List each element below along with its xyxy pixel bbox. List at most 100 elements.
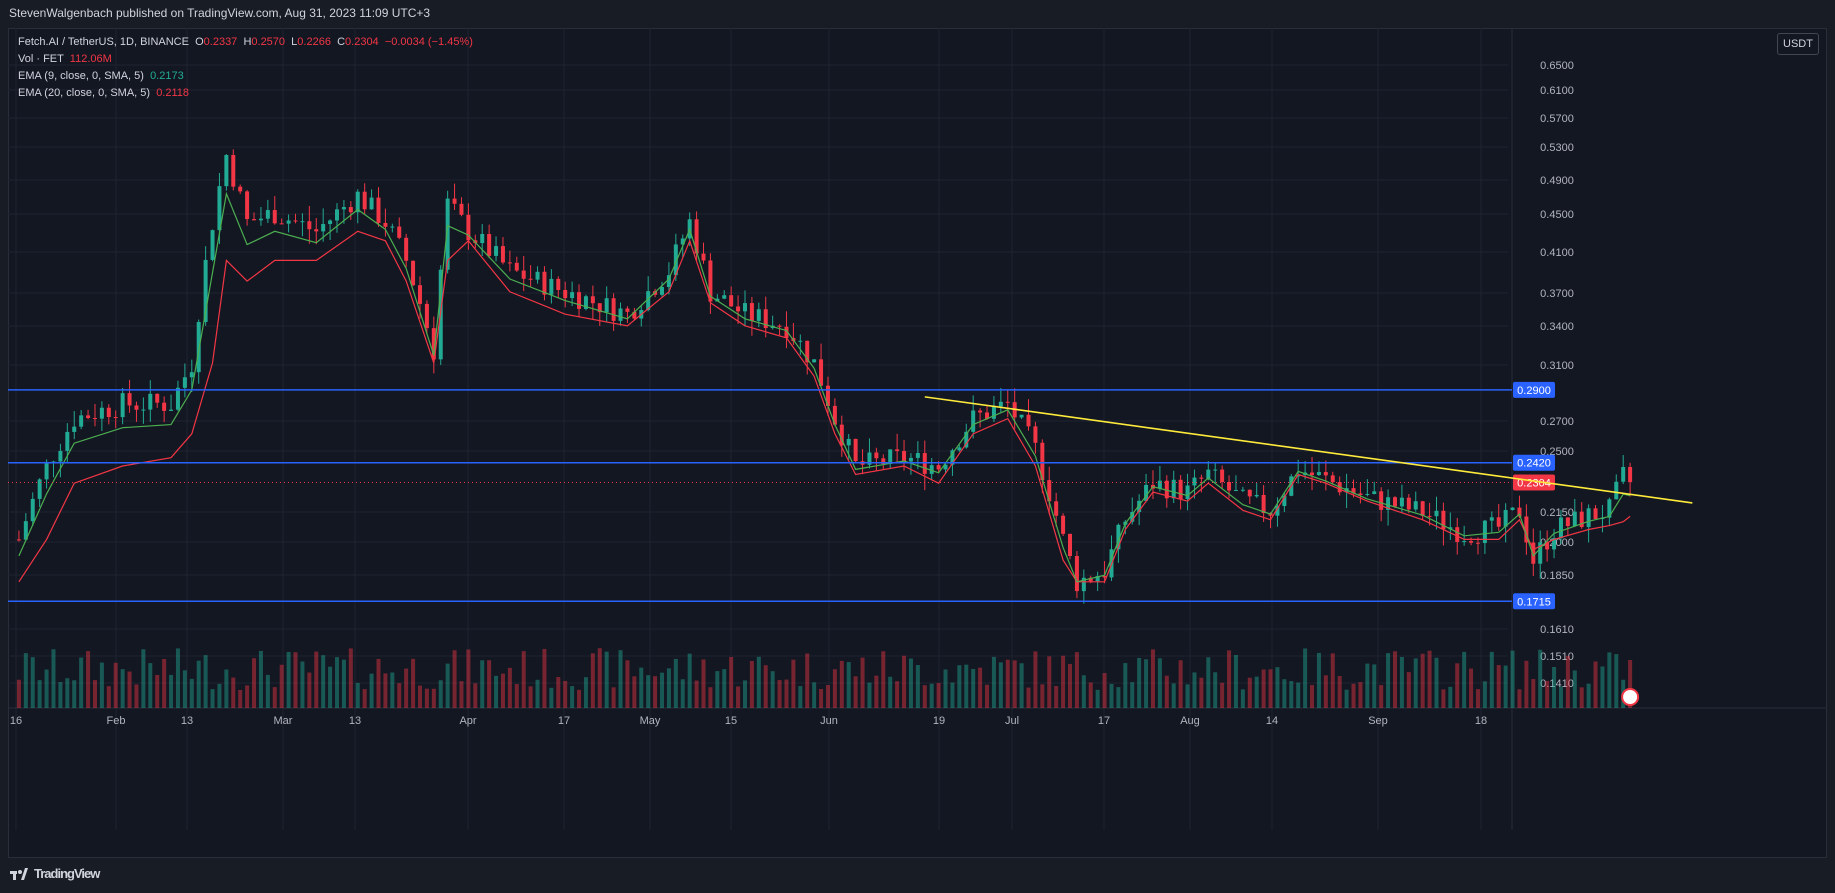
candle-body[interactable] xyxy=(839,424,844,446)
candle-body[interactable] xyxy=(583,296,588,309)
candle-body[interactable] xyxy=(390,226,395,228)
candle-body[interactable] xyxy=(1393,497,1397,507)
candle-body[interactable] xyxy=(445,198,450,270)
candle-body[interactable] xyxy=(383,222,388,227)
candle-body[interactable] xyxy=(79,415,84,427)
candle-body[interactable] xyxy=(1282,495,1287,507)
candle-body[interactable] xyxy=(376,197,381,223)
candle-body[interactable] xyxy=(1413,501,1418,510)
candle-body[interactable] xyxy=(1572,511,1577,527)
candle-body[interactable] xyxy=(563,289,568,299)
candle-body[interactable] xyxy=(978,410,983,413)
candle-body[interactable] xyxy=(92,417,97,419)
descending-trendline[interactable] xyxy=(924,396,1693,504)
candle-body[interactable] xyxy=(784,326,789,339)
candle-body[interactable] xyxy=(224,154,229,187)
candle-body[interactable] xyxy=(570,292,575,299)
candle-body[interactable] xyxy=(1157,480,1162,489)
candle-body[interactable] xyxy=(1047,480,1052,502)
candle-body[interactable] xyxy=(1420,501,1425,516)
candle-body[interactable] xyxy=(971,410,976,432)
candle-body[interactable] xyxy=(1199,477,1204,479)
candle-body[interactable] xyxy=(777,325,782,327)
candle-body[interactable] xyxy=(521,270,526,279)
candle-body[interactable] xyxy=(998,401,1003,407)
candle-body[interactable] xyxy=(1185,485,1190,500)
candle-body[interactable] xyxy=(245,191,250,220)
candle-body[interactable] xyxy=(895,449,900,452)
candle-body[interactable] xyxy=(369,197,374,210)
candle-body[interactable] xyxy=(832,405,837,425)
candle-body[interactable] xyxy=(162,402,167,411)
candle-body[interactable] xyxy=(825,385,830,406)
candle-body[interactable] xyxy=(888,449,893,464)
candle-body[interactable] xyxy=(1621,466,1626,482)
candle-body[interactable] xyxy=(431,328,436,360)
candle-body[interactable] xyxy=(985,412,990,419)
candle-body[interactable] xyxy=(646,291,651,310)
candle-body[interactable] xyxy=(1482,520,1487,544)
candle-body[interactable] xyxy=(507,262,512,264)
candle-body[interactable] xyxy=(680,238,685,245)
candle-body[interactable] xyxy=(1427,515,1432,517)
candle-body[interactable] xyxy=(867,452,872,465)
candle-body[interactable] xyxy=(819,359,824,386)
candle-body[interactable] xyxy=(252,219,257,221)
candle-body[interactable] xyxy=(1524,516,1529,543)
candle-body[interactable] xyxy=(1593,508,1598,520)
candle-body[interactable] xyxy=(1074,556,1079,592)
candle-body[interactable] xyxy=(487,233,492,256)
candle-body[interactable] xyxy=(1192,477,1197,486)
candle-body[interactable] xyxy=(542,271,547,295)
candle-body[interactable] xyxy=(1040,442,1045,481)
candle-body[interactable] xyxy=(106,407,111,418)
candle-body[interactable] xyxy=(1144,484,1149,501)
candle-body[interactable] xyxy=(65,431,70,451)
candle-body[interactable] xyxy=(902,451,907,462)
candle-body[interactable] xyxy=(694,219,699,254)
candle-body[interactable] xyxy=(666,275,671,288)
candle-body[interactable] xyxy=(1441,510,1446,530)
candle-body[interactable] xyxy=(749,303,754,321)
candle-body[interactable] xyxy=(113,417,118,419)
candle-body[interactable] xyxy=(590,296,595,304)
candle-body[interactable] xyxy=(929,465,934,474)
candle-body[interactable] xyxy=(1496,517,1501,527)
legend-volume-label[interactable]: Vol · FET xyxy=(18,53,64,65)
candle-body[interactable] xyxy=(915,453,920,458)
candle-body[interactable] xyxy=(1531,542,1536,564)
candle-body[interactable] xyxy=(23,521,28,540)
candle-body[interactable] xyxy=(155,393,160,403)
candle-body[interactable] xyxy=(1358,493,1363,495)
candle-body[interactable] xyxy=(1178,479,1183,500)
candle-body[interactable] xyxy=(1565,517,1570,527)
candle-body[interactable] xyxy=(480,233,485,244)
candle-body[interactable] xyxy=(798,340,803,342)
candle-body[interactable] xyxy=(618,308,623,321)
candle-body[interactable] xyxy=(1164,480,1169,499)
candle-body[interactable] xyxy=(37,479,42,499)
candle-body[interactable] xyxy=(673,244,678,276)
candle-body[interactable] xyxy=(708,260,713,302)
candle-body[interactable] xyxy=(936,465,941,470)
candle-body[interactable] xyxy=(1545,542,1550,550)
candle-body[interactable] xyxy=(203,259,208,323)
candle-body[interactable] xyxy=(1116,524,1121,550)
candle-body[interactable] xyxy=(1628,466,1633,483)
candle-body[interactable] xyxy=(397,226,402,238)
candle-body[interactable] xyxy=(1372,491,1377,494)
candle-body[interactable] xyxy=(1240,489,1245,491)
candle-body[interactable] xyxy=(1061,515,1066,534)
candle-body[interactable] xyxy=(604,298,609,313)
candle-body[interactable] xyxy=(210,230,215,260)
candle-body[interactable] xyxy=(411,260,416,286)
candle-body[interactable] xyxy=(30,498,35,522)
candle-body[interactable] xyxy=(424,303,429,329)
candle-body[interactable] xyxy=(722,295,727,299)
candle-body[interactable] xyxy=(141,409,146,411)
candle-body[interactable] xyxy=(279,223,284,225)
candle-body[interactable] xyxy=(556,278,561,290)
candle-body[interactable] xyxy=(1310,472,1315,476)
candle-body[interactable] xyxy=(231,154,236,187)
candle-body[interactable] xyxy=(1026,414,1031,427)
